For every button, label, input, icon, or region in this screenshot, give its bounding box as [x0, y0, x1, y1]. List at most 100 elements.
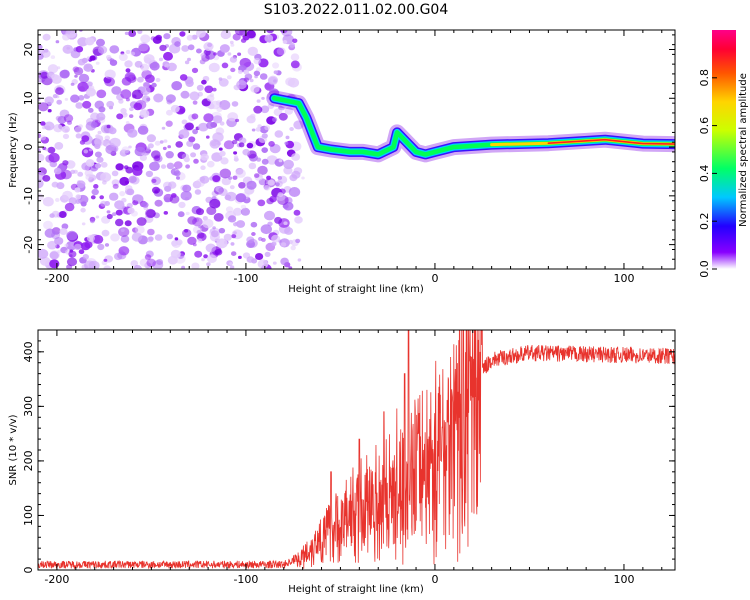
- noise-blob: [129, 114, 134, 118]
- noise-blob: [94, 151, 102, 158]
- noise-blob: [167, 145, 171, 149]
- noise-blob: [110, 233, 120, 242]
- noise-blob: [228, 215, 237, 223]
- noise-blob: [112, 212, 117, 217]
- noise-blob: [229, 265, 235, 269]
- noise-blob: [166, 233, 173, 240]
- noise-blob: [180, 90, 190, 99]
- noise-blob: [170, 104, 180, 113]
- snr-y-tick-label: 300: [22, 396, 35, 417]
- noise-blob: [139, 154, 147, 161]
- noise-blob: [196, 48, 202, 54]
- noise-blob: [163, 33, 171, 40]
- spectrogram-y-tick-label: 0: [22, 144, 35, 151]
- noise-blob: [77, 171, 84, 177]
- noise-blob: [121, 146, 130, 154]
- noise-blob: [189, 91, 200, 101]
- noise-blob: [42, 125, 46, 130]
- noise-blob: [191, 262, 200, 269]
- noise-blob: [278, 159, 283, 163]
- noise-blob: [201, 79, 207, 85]
- noise-blob: [104, 135, 111, 141]
- noise-blob: [108, 127, 117, 135]
- noise-blob: [166, 62, 177, 72]
- noise-blob: [75, 194, 82, 200]
- noise-blob: [112, 183, 119, 189]
- noise-blob: [85, 159, 95, 167]
- noise-blob: [65, 30, 77, 39]
- noise-blob: [212, 115, 223, 124]
- noise-blob: [166, 109, 173, 116]
- noise-blob: [248, 162, 257, 170]
- noise-blob: [210, 100, 221, 110]
- noise-blob: [260, 224, 272, 235]
- noise-blob: [146, 97, 151, 102]
- noise-blob: [118, 246, 130, 256]
- noise-blob: [246, 142, 254, 149]
- noise-blob: [188, 136, 196, 143]
- noise-blob: [124, 150, 131, 155]
- noise-blob: [154, 234, 163, 241]
- noise-blob: [120, 235, 130, 243]
- noise-blob: [272, 261, 277, 265]
- noise-blob: [120, 228, 125, 232]
- noise-blob: [49, 259, 60, 269]
- noise-blob: [90, 195, 96, 200]
- noise-blob: [182, 229, 192, 238]
- colorbar: 0.0 0.2 0.4 0.6 0.8 Normalized spectral ampl…: [698, 30, 749, 278]
- noise-blob: [54, 142, 64, 150]
- noise-blob: [219, 121, 225, 126]
- noise-blob: [185, 211, 190, 216]
- noise-blob: [293, 120, 304, 130]
- noise-blob: [231, 251, 237, 256]
- noise-blob: [243, 69, 249, 75]
- noise-blob: [163, 181, 172, 190]
- snr-y-tick-label: 100: [22, 505, 35, 526]
- noise-blob: [127, 207, 135, 214]
- noise-blob: [187, 236, 197, 245]
- noise-blob: [158, 57, 164, 62]
- noise-blob: [124, 60, 133, 68]
- noise-blob: [283, 166, 293, 175]
- noise-blob: [181, 265, 186, 269]
- noise-blob: [164, 197, 170, 203]
- noise-blob: [197, 232, 205, 239]
- noise-blob: [201, 258, 205, 262]
- noise-blob: [52, 94, 58, 99]
- noise-blob: [137, 30, 143, 34]
- noise-blob: [182, 184, 192, 193]
- noise-blob: [195, 30, 206, 38]
- noise-blob: [124, 220, 132, 227]
- noise-blob: [184, 122, 194, 131]
- noise-blob: [194, 250, 203, 258]
- spectrogram-y-axis-label: Frequency (Hz): [8, 112, 19, 188]
- noise-blob: [139, 109, 150, 118]
- noise-blob: [284, 227, 294, 235]
- noise-blob: [206, 121, 215, 129]
- noise-blob: [138, 42, 149, 52]
- noise-blob: [289, 42, 295, 48]
- noise-blob: [88, 260, 100, 269]
- noise-blob: [187, 216, 197, 225]
- noise-blob: [164, 63, 170, 68]
- noise-blob: [161, 126, 166, 130]
- noise-blob: [218, 147, 223, 151]
- noise-blob: [133, 102, 143, 111]
- noise-blob: [86, 87, 96, 97]
- noise-blob: [206, 254, 217, 263]
- snr-x-tick-label: 0: [431, 573, 438, 586]
- noise-blob: [179, 74, 188, 81]
- noise-blob: [191, 113, 199, 120]
- noise-blob: [285, 135, 290, 140]
- noise-blob: [229, 262, 233, 266]
- noise-blob: [61, 125, 70, 133]
- noise-blob: [74, 243, 82, 251]
- noise-blob: [62, 44, 74, 54]
- noise-blob: [47, 146, 56, 154]
- noise-blob: [142, 202, 149, 208]
- noise-blob: [261, 147, 269, 154]
- noise-blob: [174, 41, 181, 47]
- noise-blob: [57, 249, 61, 253]
- noise-blob: [42, 175, 51, 182]
